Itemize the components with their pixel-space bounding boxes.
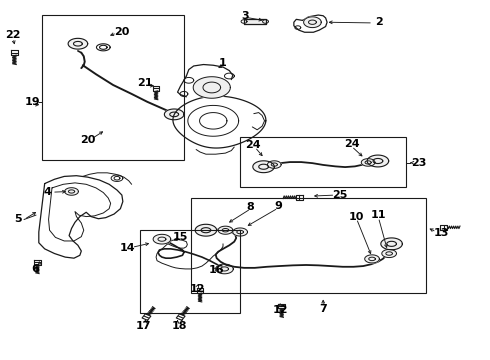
Polygon shape (68, 39, 88, 49)
Text: 12: 12 (189, 284, 205, 294)
Polygon shape (244, 19, 266, 24)
Text: 4: 4 (43, 187, 51, 197)
Text: 8: 8 (246, 202, 254, 212)
Text: 25: 25 (333, 190, 348, 200)
Polygon shape (365, 255, 379, 263)
Text: 24: 24 (245, 140, 261, 150)
Text: 15: 15 (173, 232, 188, 242)
Bar (42, 15, 184, 160)
Text: 10: 10 (349, 212, 364, 221)
Polygon shape (65, 188, 78, 195)
Text: 14: 14 (120, 243, 136, 253)
Text: 22: 22 (5, 31, 21, 40)
Polygon shape (367, 155, 389, 167)
Text: 3: 3 (241, 11, 249, 21)
Text: 18: 18 (172, 321, 187, 331)
Polygon shape (304, 17, 321, 28)
Bar (140, 230, 240, 313)
Polygon shape (216, 264, 233, 274)
Polygon shape (164, 109, 184, 120)
Bar (191, 198, 426, 293)
Text: 20: 20 (114, 27, 129, 37)
Polygon shape (218, 226, 233, 234)
Text: 13: 13 (434, 228, 449, 238)
Text: 16: 16 (209, 265, 224, 275)
Polygon shape (253, 161, 274, 173)
Text: 19: 19 (24, 97, 40, 107)
Text: 23: 23 (411, 158, 426, 168)
Polygon shape (382, 249, 396, 257)
Bar (240, 137, 406, 187)
Text: 21: 21 (137, 78, 152, 88)
Polygon shape (195, 224, 217, 236)
Polygon shape (193, 77, 230, 98)
Text: 9: 9 (274, 201, 282, 211)
Polygon shape (233, 228, 247, 236)
Text: 11: 11 (370, 210, 386, 220)
Text: 2: 2 (375, 17, 383, 27)
Polygon shape (381, 238, 402, 250)
Text: 17: 17 (136, 321, 151, 331)
Text: 20: 20 (80, 135, 96, 145)
Polygon shape (153, 234, 171, 244)
Text: 7: 7 (319, 304, 327, 314)
Text: 12: 12 (272, 305, 288, 315)
Text: 1: 1 (219, 58, 227, 68)
Text: 6: 6 (31, 264, 39, 274)
Text: 5: 5 (14, 215, 22, 224)
Polygon shape (268, 161, 281, 168)
Text: 24: 24 (343, 139, 359, 149)
Polygon shape (361, 159, 375, 166)
